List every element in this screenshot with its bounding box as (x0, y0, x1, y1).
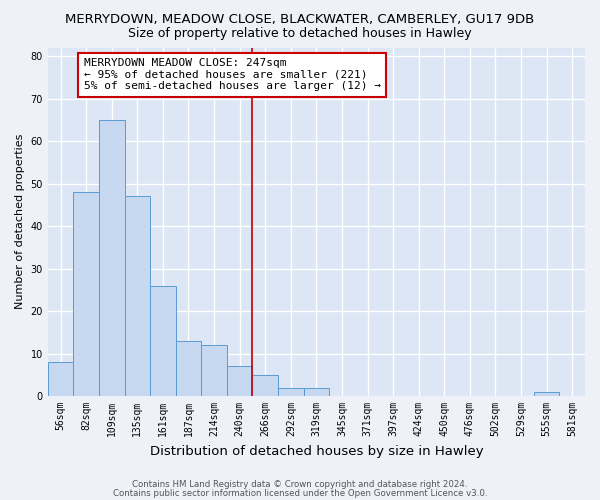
Text: MERRYDOWN MEADOW CLOSE: 247sqm
← 95% of detached houses are smaller (221)
5% of : MERRYDOWN MEADOW CLOSE: 247sqm ← 95% of … (83, 58, 380, 92)
Bar (125, 196, 150, 396)
X-axis label: Distribution of detached houses by size in Hawley: Distribution of detached houses by size … (149, 444, 483, 458)
Bar (201, 345, 227, 396)
Text: Size of property relative to detached houses in Hawley: Size of property relative to detached ho… (128, 28, 472, 40)
Bar (534, 392, 559, 396)
Y-axis label: Number of detached properties: Number of detached properties (15, 134, 25, 310)
Bar (227, 366, 253, 396)
Bar (176, 341, 201, 396)
Bar (99, 120, 125, 396)
Bar (48, 362, 73, 396)
Text: Contains public sector information licensed under the Open Government Licence v3: Contains public sector information licen… (113, 488, 487, 498)
Bar (150, 286, 176, 396)
Bar (253, 375, 278, 396)
Bar (73, 192, 99, 396)
Text: Contains HM Land Registry data © Crown copyright and database right 2024.: Contains HM Land Registry data © Crown c… (132, 480, 468, 489)
Bar (278, 388, 304, 396)
Bar (304, 388, 329, 396)
Text: MERRYDOWN, MEADOW CLOSE, BLACKWATER, CAMBERLEY, GU17 9DB: MERRYDOWN, MEADOW CLOSE, BLACKWATER, CAM… (65, 12, 535, 26)
